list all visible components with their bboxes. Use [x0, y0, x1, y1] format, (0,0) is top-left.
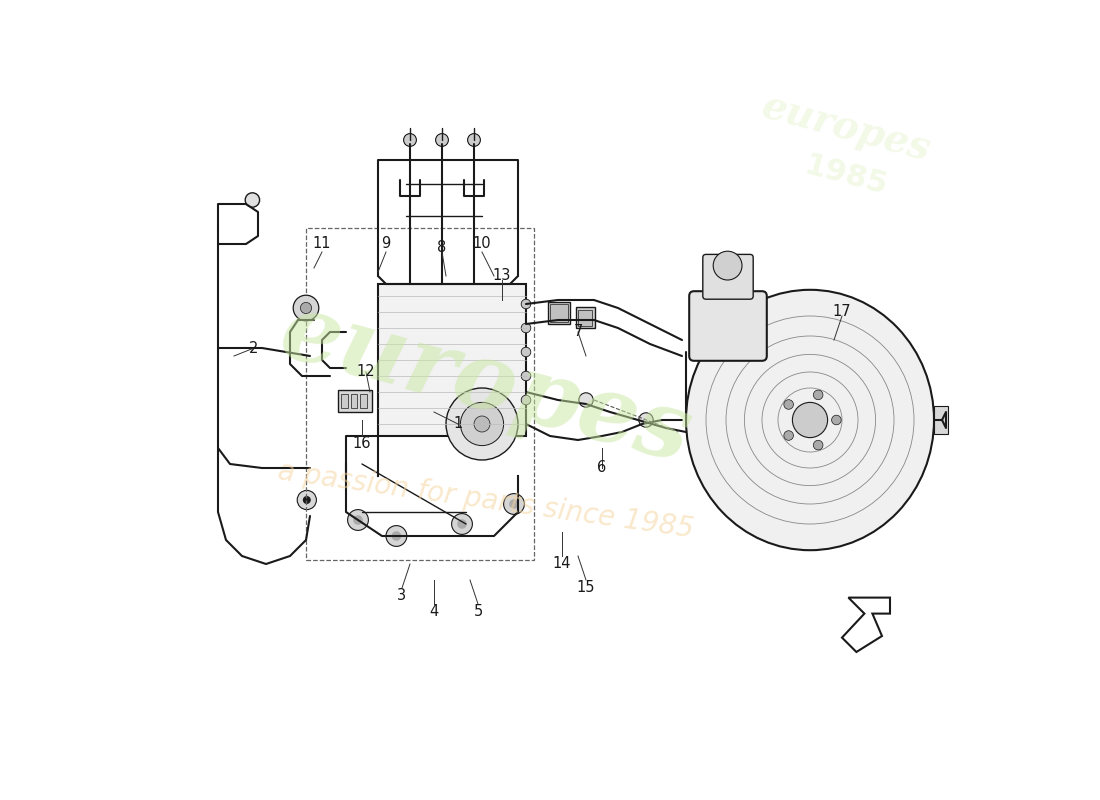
Circle shape	[386, 526, 407, 546]
Text: 4: 4	[429, 605, 439, 619]
Text: 1985: 1985	[801, 151, 891, 201]
Circle shape	[521, 395, 531, 405]
Circle shape	[348, 510, 369, 530]
Text: 16: 16	[353, 437, 372, 451]
Circle shape	[521, 371, 531, 381]
Circle shape	[832, 415, 842, 425]
Circle shape	[392, 531, 402, 541]
Circle shape	[474, 416, 490, 432]
Circle shape	[446, 388, 518, 460]
Text: a passion for parts since 1985: a passion for parts since 1985	[276, 457, 695, 543]
Text: 12: 12	[356, 365, 375, 379]
Circle shape	[813, 440, 823, 450]
Text: 6: 6	[597, 461, 606, 475]
Bar	[550, 304, 568, 322]
Text: 15: 15	[576, 581, 595, 595]
Text: europes: europes	[271, 286, 701, 482]
Circle shape	[245, 193, 260, 207]
Text: 8: 8	[438, 241, 447, 255]
Bar	[548, 302, 570, 324]
FancyBboxPatch shape	[703, 254, 754, 299]
Circle shape	[784, 400, 793, 410]
Bar	[578, 310, 593, 326]
Circle shape	[509, 499, 519, 509]
Text: 14: 14	[552, 557, 571, 571]
Bar	[361, 394, 366, 408]
Text: 3: 3	[397, 589, 407, 603]
Text: 9: 9	[382, 237, 390, 251]
Text: 5: 5	[473, 605, 483, 619]
Text: 10: 10	[473, 237, 492, 251]
Text: 17: 17	[833, 305, 851, 319]
Circle shape	[792, 402, 827, 438]
Circle shape	[297, 490, 317, 510]
Circle shape	[353, 515, 363, 525]
Bar	[575, 307, 595, 328]
Circle shape	[452, 514, 472, 534]
Circle shape	[521, 323, 531, 333]
Text: 11: 11	[312, 237, 331, 251]
Circle shape	[521, 299, 531, 309]
Circle shape	[813, 390, 823, 400]
Circle shape	[461, 402, 504, 446]
Circle shape	[404, 134, 417, 146]
Text: 2: 2	[250, 341, 258, 355]
Bar	[378, 284, 526, 436]
Circle shape	[784, 430, 793, 440]
Text: 13: 13	[493, 269, 512, 283]
Bar	[338, 390, 372, 412]
Bar	[934, 406, 948, 434]
Ellipse shape	[686, 290, 934, 550]
Text: europes: europes	[758, 87, 935, 169]
Circle shape	[521, 347, 531, 357]
Text: 1: 1	[453, 417, 463, 431]
Circle shape	[294, 295, 319, 321]
Circle shape	[468, 134, 481, 146]
Circle shape	[713, 251, 743, 280]
Bar	[351, 394, 358, 408]
Bar	[341, 394, 348, 408]
Bar	[306, 228, 534, 560]
Circle shape	[639, 413, 653, 427]
Circle shape	[458, 519, 466, 529]
Circle shape	[302, 496, 311, 504]
Text: 7: 7	[573, 325, 583, 339]
Circle shape	[436, 134, 449, 146]
Circle shape	[300, 302, 311, 314]
Circle shape	[579, 393, 593, 407]
Circle shape	[504, 494, 525, 514]
FancyBboxPatch shape	[690, 291, 767, 361]
